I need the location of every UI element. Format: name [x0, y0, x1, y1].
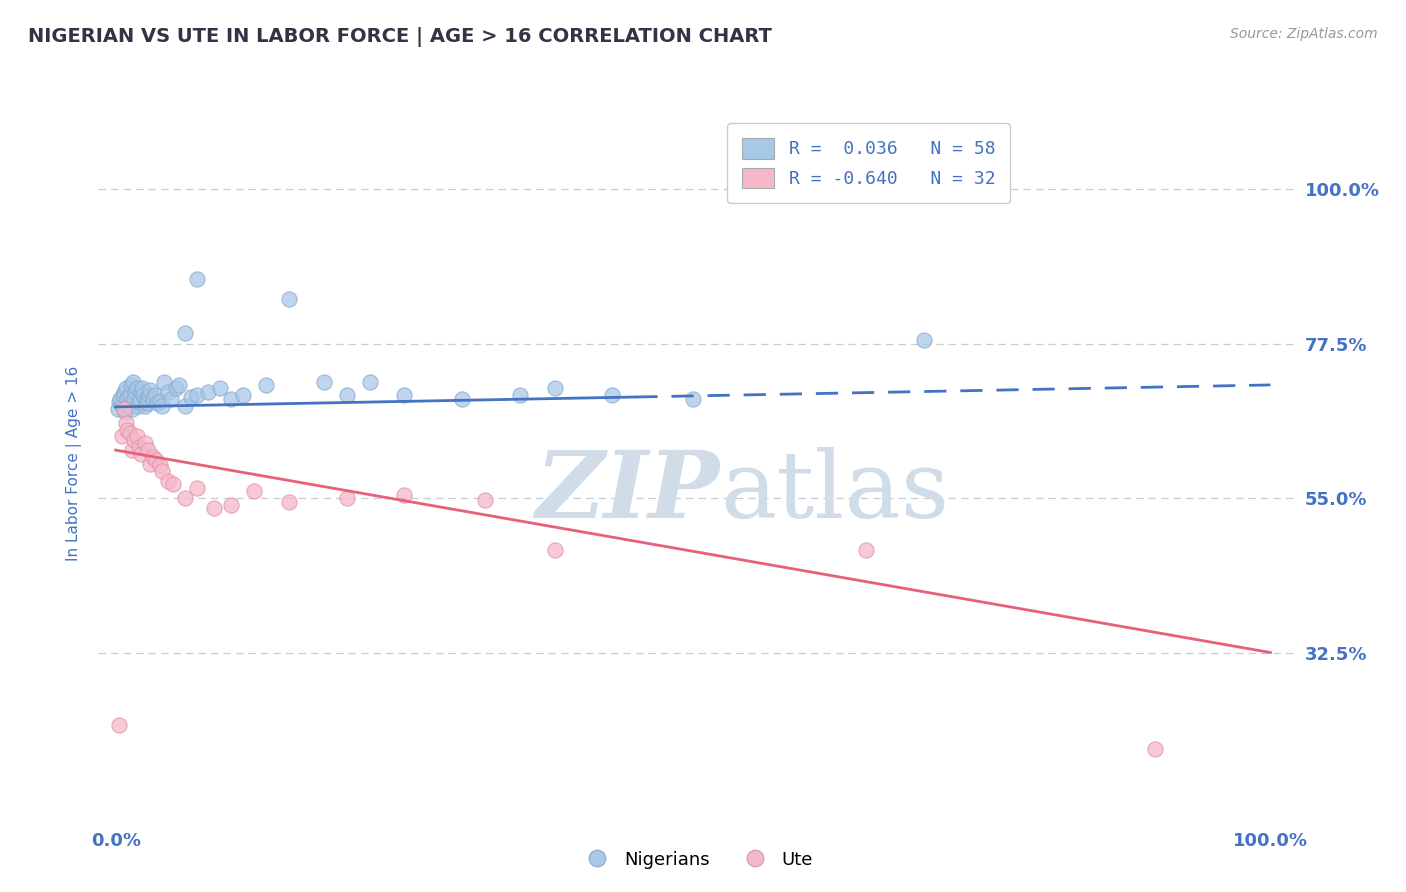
Point [139, 383, 162, 397]
Point [359, 375, 381, 389]
Point [125, 381, 148, 395]
Point [110, 392, 132, 406]
Point [254, 378, 277, 392]
Point [122, 433, 145, 447]
Point [278, 292, 301, 306]
Point [543, 381, 565, 395]
Point [150, 464, 173, 478]
Point [118, 388, 141, 402]
Point [131, 381, 153, 395]
Point [145, 453, 167, 467]
Point [136, 392, 159, 406]
Point [117, 399, 139, 413]
Point [174, 326, 197, 341]
Point [118, 425, 141, 440]
Point [165, 381, 187, 395]
Point [153, 375, 176, 389]
Point [146, 396, 169, 410]
Point [111, 388, 134, 402]
Point [125, 429, 148, 443]
Point [115, 381, 138, 395]
Point [112, 384, 135, 399]
Point [122, 375, 145, 389]
Point [117, 392, 139, 406]
Point [180, 390, 202, 404]
Point [112, 401, 135, 416]
Legend: Nigerians, Ute: Nigerians, Ute [572, 844, 820, 876]
Point [127, 399, 149, 413]
Point [156, 384, 179, 399]
Point [108, 717, 131, 731]
Point [474, 492, 496, 507]
Point [110, 429, 132, 443]
Point [135, 396, 157, 410]
Point [186, 271, 208, 285]
Point [129, 446, 152, 460]
Point [600, 388, 623, 402]
Point [128, 395, 150, 409]
Point [197, 384, 219, 399]
Point [136, 443, 159, 458]
Point [149, 458, 172, 473]
Text: atlas: atlas [720, 448, 949, 537]
Point [121, 401, 143, 416]
Point [219, 392, 242, 406]
Point [202, 501, 225, 516]
Point [682, 392, 704, 406]
Point [1143, 741, 1166, 756]
Point [160, 392, 183, 406]
Text: Source: ZipAtlas.com: Source: ZipAtlas.com [1230, 27, 1378, 41]
Text: ZIP: ZIP [536, 448, 720, 537]
Point [142, 392, 165, 406]
Point [451, 392, 474, 406]
Point [219, 498, 242, 512]
Point [110, 399, 132, 413]
Point [117, 423, 139, 437]
Point [167, 378, 190, 392]
Point [139, 457, 162, 471]
Point [128, 440, 150, 454]
Point [142, 450, 165, 464]
Point [132, 388, 155, 402]
Text: NIGERIAN VS UTE IN LABOR FORCE | AGE > 16 CORRELATION CHART: NIGERIAN VS UTE IN LABOR FORCE | AGE > 1… [28, 27, 772, 46]
Point [232, 388, 254, 402]
Point [135, 392, 157, 406]
Point [543, 542, 565, 557]
Point [150, 399, 173, 413]
Point [129, 392, 152, 406]
Point [149, 393, 172, 408]
Point [107, 401, 129, 416]
Point [174, 399, 197, 413]
Point [186, 388, 208, 402]
Point [114, 405, 136, 419]
Point [129, 384, 152, 399]
Point [156, 474, 179, 488]
Point [394, 488, 416, 502]
Point [134, 399, 156, 413]
Point [122, 392, 145, 406]
Point [312, 375, 335, 389]
Point [336, 388, 359, 402]
Point [115, 416, 138, 430]
Point [336, 491, 359, 505]
Point [278, 494, 301, 508]
Point [186, 481, 208, 495]
Point [138, 388, 160, 402]
Point [134, 436, 156, 450]
Point [243, 484, 266, 499]
Point [855, 542, 877, 557]
Point [121, 443, 143, 458]
Point [912, 334, 935, 348]
Point [509, 388, 531, 402]
Point [162, 477, 184, 491]
Point [143, 388, 166, 402]
Point [120, 378, 142, 392]
Point [174, 491, 197, 505]
Y-axis label: In Labor Force | Age > 16: In Labor Force | Age > 16 [66, 367, 83, 561]
Point [394, 388, 416, 402]
Point [208, 381, 231, 395]
Point [108, 395, 131, 409]
Point [124, 384, 146, 399]
